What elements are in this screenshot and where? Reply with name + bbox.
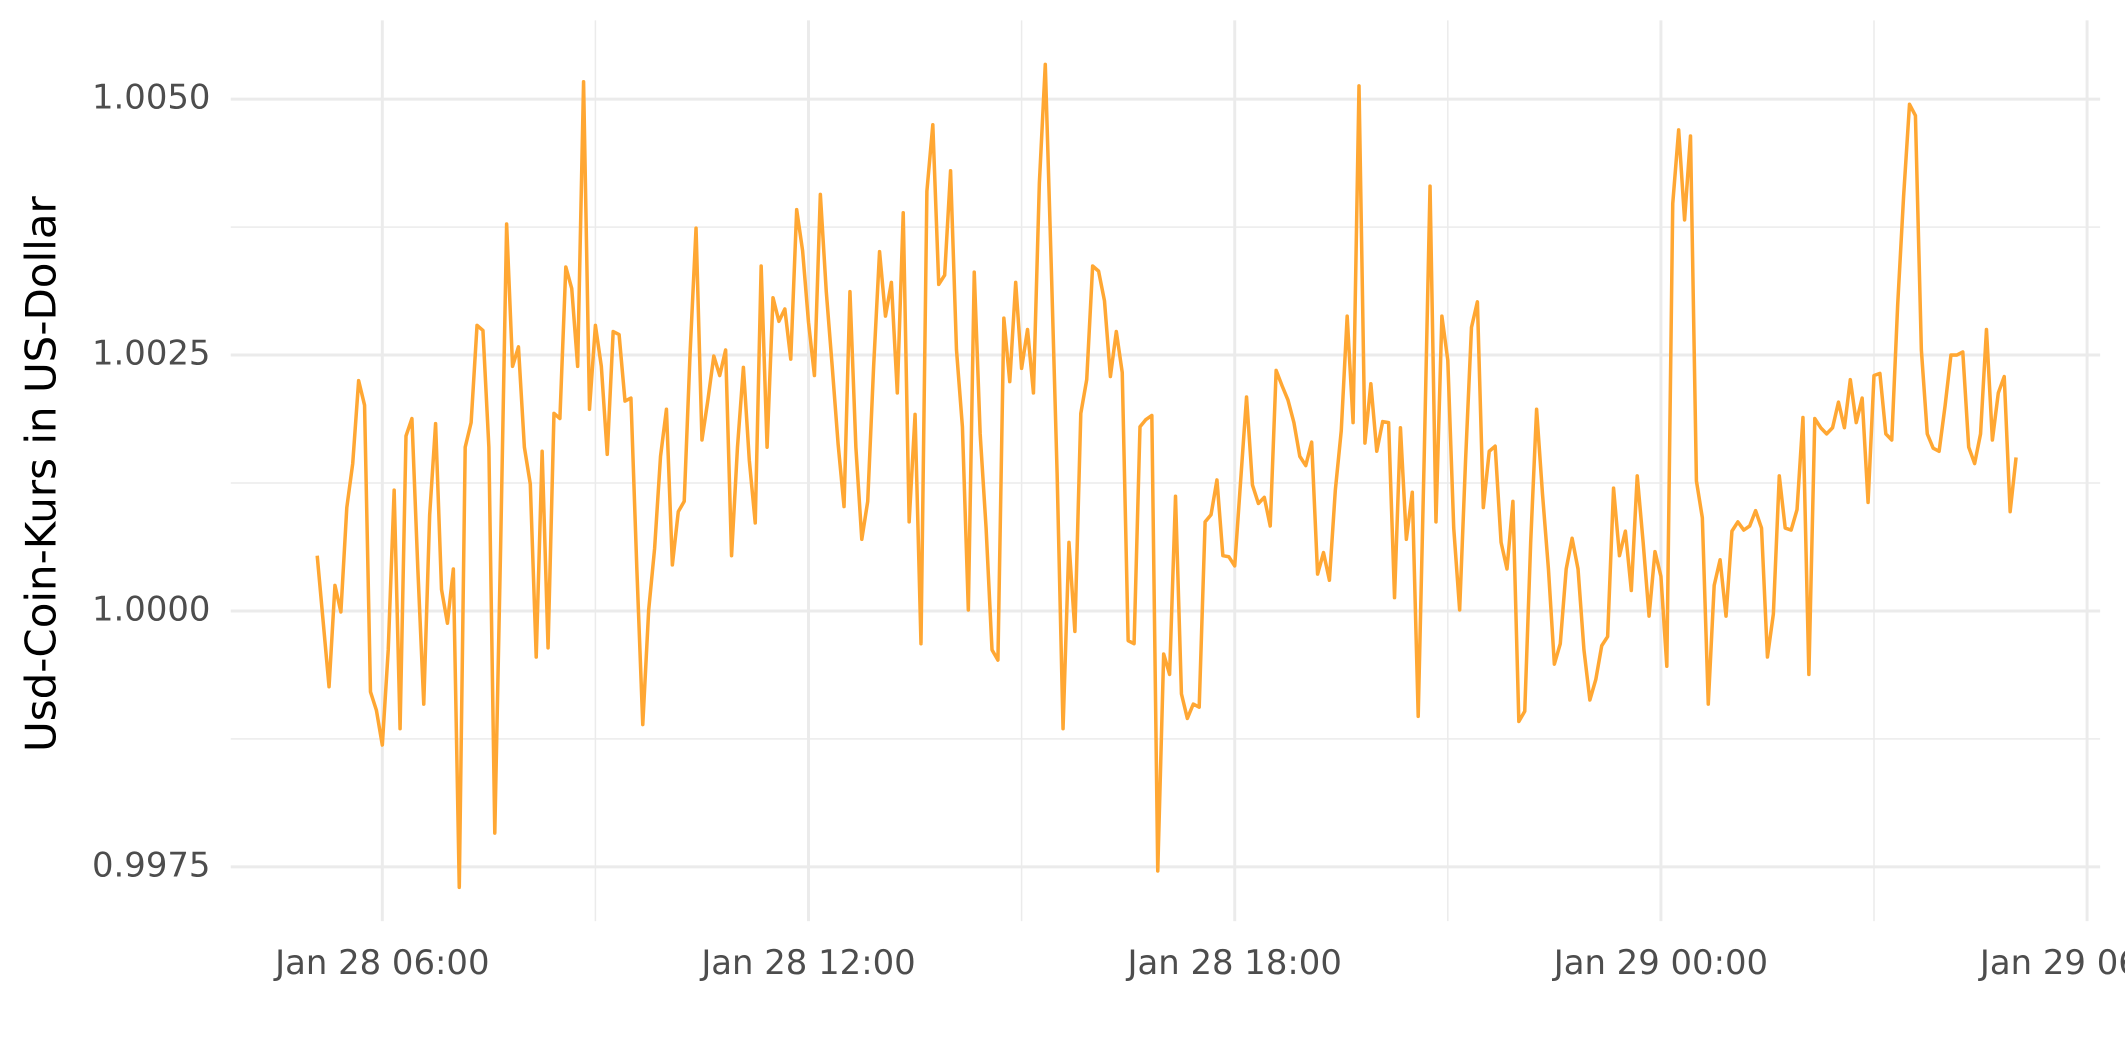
price-line — [315, 62, 2018, 890]
y-tick-label: 0.9975 — [92, 845, 210, 884]
x-tick-label: Jan 29 06:00 — [1978, 943, 2125, 982]
x-tick-label: Jan 28 06:00 — [273, 943, 489, 982]
y-tick-label: 1.0050 — [92, 78, 210, 117]
y-tick-label: 1.0025 — [92, 334, 210, 373]
x-tick-label: Jan 28 18:00 — [1126, 943, 1342, 982]
y-axis-title: Usd-Coin-Kurs in US-Dollar — [16, 195, 65, 752]
x-tick-label: Jan 29 00:00 — [1552, 943, 1768, 982]
x-tick-label: Jan 28 12:00 — [699, 943, 915, 982]
y-tick-label: 1.0000 — [92, 589, 210, 628]
